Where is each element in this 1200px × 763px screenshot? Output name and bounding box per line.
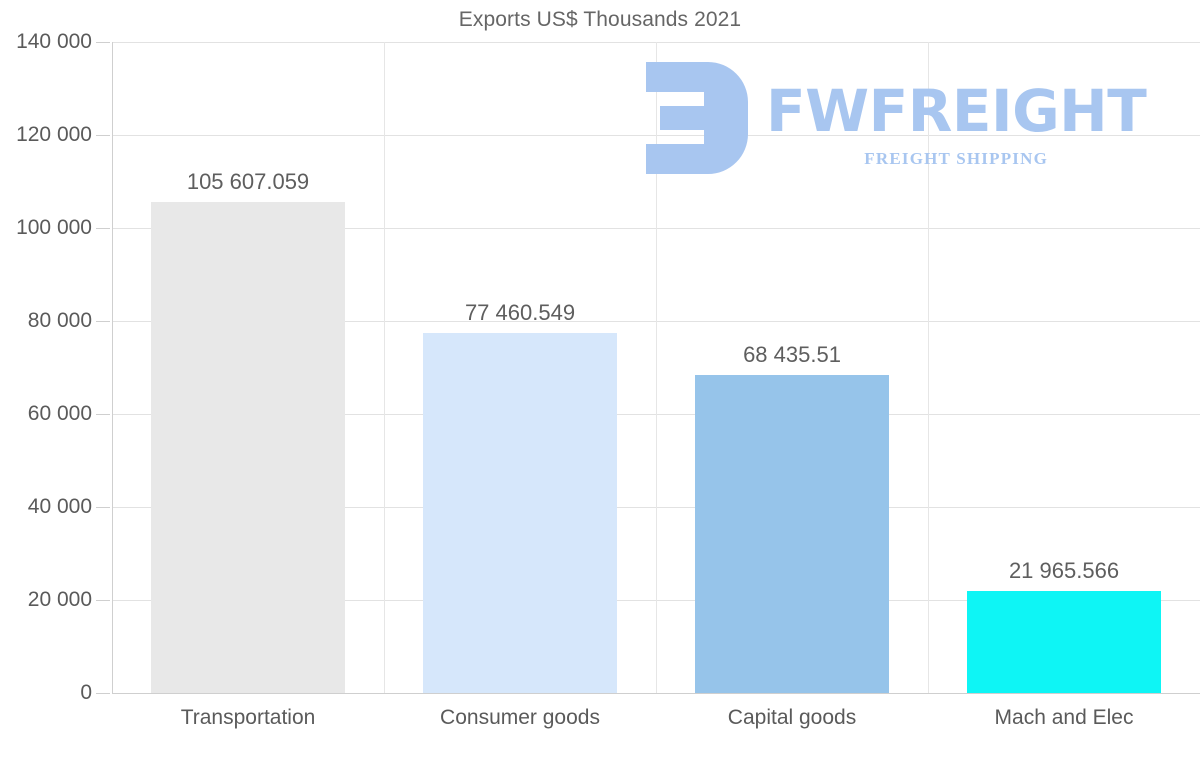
y-axis-line: [112, 42, 113, 693]
x-axis-category-label: Consumer goods: [440, 706, 600, 729]
y-axis-tick-label: 0: [80, 681, 92, 704]
gridline-horizontal: [112, 693, 1200, 694]
bar[interactable]: [966, 590, 1162, 693]
y-axis-tick-mark: [96, 600, 110, 601]
y-axis-tick-label: 40 000: [27, 495, 92, 518]
y-axis-tick-label: 120 000: [16, 123, 92, 146]
gridline-vertical: [384, 42, 385, 693]
y-axis-tick-mark: [96, 414, 110, 415]
y-axis-tick-label: 140 000: [16, 30, 92, 53]
gridline-vertical: [656, 42, 657, 693]
y-axis-tick-label: 20 000: [27, 588, 92, 611]
chart-title: Exports US$ Thousands 2021: [458, 8, 742, 31]
bar[interactable]: [150, 201, 346, 693]
plot-area: [112, 42, 1200, 694]
bar[interactable]: [422, 332, 618, 693]
bar[interactable]: [694, 374, 890, 693]
y-axis-tick-mark: [96, 693, 110, 694]
gridline-vertical: [928, 42, 929, 693]
x-axis-category-label: Capital goods: [727, 706, 857, 729]
y-axis-tick-mark: [96, 228, 110, 229]
y-axis-tick-label: 100 000: [16, 216, 92, 239]
y-axis-tick-mark: [96, 507, 110, 508]
bar-value-label: 105 607.059: [186, 168, 310, 194]
x-axis-category-label: Mach and Elec: [994, 706, 1134, 729]
y-axis-tick-mark: [96, 321, 110, 322]
bar-value-label: 77 460.549: [464, 299, 576, 325]
bar-value-label: 21 965.566: [1008, 557, 1120, 583]
y-axis-tick-mark: [96, 135, 110, 136]
bar-value-label: 68 435.51: [743, 341, 841, 367]
y-axis-tick-mark: [96, 42, 110, 43]
y-axis-tick-label: 80 000: [27, 309, 92, 332]
y-axis-tick-label: 60 000: [27, 402, 92, 425]
x-axis-category-label: Transportation: [180, 706, 316, 729]
